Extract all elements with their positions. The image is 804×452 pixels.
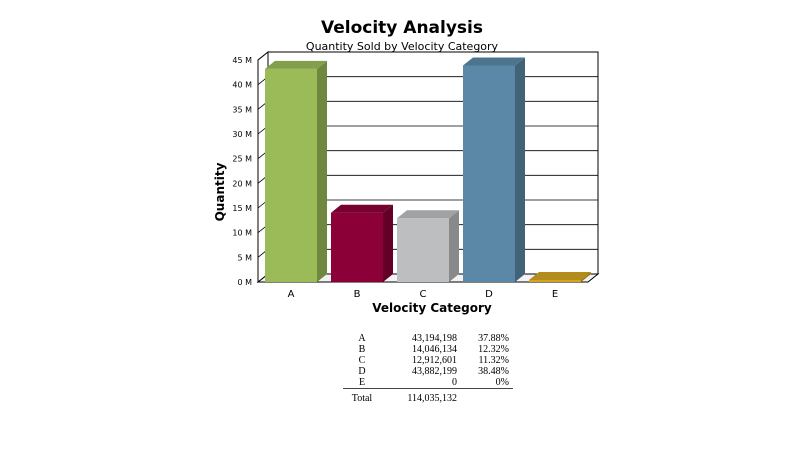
bar-chart: 0 M 5 M 10 M 15 M 20 M 25 M 30 M 35 M 40 M 45 M A… [213,50,600,315]
x-tick-label: A [288,289,295,300]
summary-category: E [358,377,366,388]
y-tick-label: 40 M [232,81,252,90]
bar-front [331,212,383,282]
bar-top [529,272,591,280]
summary-category: A [358,333,366,344]
summary-percent: 38.48% [478,366,509,377]
y-tick-label: 35 M [232,105,252,114]
summary-total-row: Total 114,035,132 [343,388,513,404]
summary-row: D 43,882,199 38.48% [343,366,513,377]
bar-front [265,68,317,282]
x-tick-label: E [552,289,558,300]
y-tick-label: 5 M [237,253,252,262]
summary-percent: 12.32% [478,344,509,355]
x-tick-label: B [354,289,361,300]
bar-top [265,60,327,69]
summary-value: 0 [452,377,457,388]
summary-percent: 11.32% [478,355,509,366]
summary-row: A 43,194,198 37.88% [343,333,513,344]
summary-row: B 14,046,134 12.32% [343,344,513,355]
x-tick-label: C [420,289,427,300]
summary-table: A 43,194,198 37.88% B 14,046,134 12.32% C 12,91… [343,333,513,404]
summary-category: B [358,344,366,355]
bar-front [463,65,515,282]
y-axis-title: Quantity [213,162,227,221]
y-tick-label: 10 M [232,229,252,238]
summary-row: C 12,912,601 11.32% [343,355,513,366]
summary-value: 12,912,601 [412,355,457,366]
bar-side [383,204,393,282]
x-axis-ticks: A B C D E [288,289,559,300]
bar-B [331,204,393,282]
y-tick-label: 0 M [237,278,252,287]
bar-front [529,280,581,282]
summary-category: D [358,366,366,377]
bar-top [397,210,459,219]
y-tick-label: 15 M [232,204,252,213]
summary-percent: 0% [495,377,509,388]
bar-side [515,57,525,283]
chart-subtitle: Quantity Sold by Velocity Category [305,40,499,53]
bar-C [397,210,459,282]
bar-D [463,57,525,283]
summary-total-value: 114,035,132 [381,388,461,404]
summary-row: E 0 0% [343,377,513,389]
bar-A [265,60,327,282]
bar-side [449,210,459,282]
gridline [257,51,598,61]
summary-value: 14,046,134 [412,344,457,355]
chart-title: Velocity Analysis [321,18,483,38]
bar-E [529,272,591,282]
bar-side [581,272,591,282]
y-tick-label: 30 M [232,130,252,139]
x-tick-label: D [485,289,493,300]
summary-value: 43,882,199 [412,366,457,377]
y-tick-label: 45 M [232,56,252,65]
x-axis-title: Velocity Category [372,301,492,315]
y-tick-label: 20 M [232,179,252,188]
bar-front [397,218,449,282]
bar-top [331,204,393,213]
bar-side [317,60,327,282]
chart-bars [265,57,591,283]
y-tick-label: 25 M [232,155,252,164]
summary-value: 43,194,198 [412,333,457,344]
summary-category: C [358,355,366,366]
bar-top [463,57,525,66]
summary-total-label: Total [343,388,381,404]
summary-percent: 37.88% [478,333,509,344]
y-axis-ticks: 0 M 5 M 10 M 15 M 20 M 25 M 30 M 35 M 40 M 45 M [232,56,252,287]
